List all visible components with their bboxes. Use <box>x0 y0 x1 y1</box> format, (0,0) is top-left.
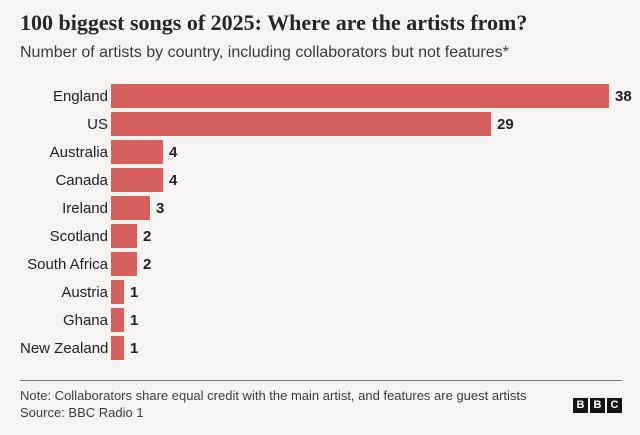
bar <box>111 336 124 361</box>
category-label: England <box>52 87 108 105</box>
category-label: Canada <box>55 171 108 189</box>
chart-row: Ireland 3 <box>20 196 620 221</box>
bar-track: 2 <box>111 224 620 249</box>
chart-row: Australia 4 <box>20 140 620 165</box>
bbc-logo-letter: B <box>590 397 605 413</box>
bar-track: 29 <box>111 112 620 137</box>
bar <box>111 196 150 221</box>
footer: Note: Collaborators share equal credit w… <box>20 380 622 421</box>
bar <box>111 112 491 137</box>
bar <box>111 224 137 249</box>
bar-track: 1 <box>111 336 620 361</box>
bar-track: 4 <box>111 140 620 165</box>
chart-row: Ghana 1 <box>20 308 620 333</box>
note-text: Note: Collaborators share equal credit w… <box>20 388 527 403</box>
chart-row: South Africa 2 <box>20 252 620 277</box>
value-label: 2 <box>143 255 152 273</box>
category-label: Ireland <box>62 199 108 217</box>
category-label: Scotland <box>49 227 108 245</box>
category-label: Australia <box>49 143 108 161</box>
chart-row: US 29 <box>20 112 620 137</box>
chart-title: 100 biggest songs of 2025: Where are the… <box>20 10 528 35</box>
category-label: New Zealand <box>20 339 109 357</box>
bar-track: 1 <box>111 280 620 305</box>
value-label: 29 <box>497 115 514 133</box>
value-label: 1 <box>130 311 139 329</box>
bar-track: 1 <box>111 308 620 333</box>
bar-track: 3 <box>111 196 620 221</box>
bar <box>111 84 609 109</box>
bbc-logo-letter: C <box>607 397 622 413</box>
value-label: 4 <box>169 143 178 161</box>
value-label: 3 <box>156 199 165 217</box>
bar-track: 2 <box>111 252 620 277</box>
bar <box>111 168 163 193</box>
bar <box>111 308 124 333</box>
bar-chart: England 38 US 29 Australia 4 Canada 4 Ireland 3 Sc… <box>20 84 632 361</box>
footer-notes: Note: Collaborators share equal credit w… <box>20 387 527 421</box>
value-label: 1 <box>130 339 139 357</box>
value-label: 4 <box>169 171 178 189</box>
value-label: 38 <box>615 87 632 105</box>
bar-track: 4 <box>111 168 620 193</box>
chart-row: Canada 4 <box>20 168 620 193</box>
source-text: Source: BBC Radio 1 <box>20 405 144 420</box>
bbc-logo-letter: B <box>573 397 588 413</box>
category-label: Austria <box>61 283 108 301</box>
bar <box>111 280 124 305</box>
chart-subtitle: Number of artists by country, including … <box>20 44 509 62</box>
category-label: South Africa <box>27 255 108 273</box>
bar <box>111 140 163 165</box>
bar-track: 38 <box>111 84 632 109</box>
chart-row: New Zealand 1 <box>20 336 620 361</box>
category-label: Ghana <box>62 311 108 329</box>
category-label: US <box>87 115 108 133</box>
bar <box>111 252 137 277</box>
chart-row: Austria 1 <box>20 280 620 305</box>
bbc-logo: B B C <box>573 397 622 413</box>
chart-row: England 38 <box>20 84 632 109</box>
value-label: 1 <box>130 283 139 301</box>
value-label: 2 <box>143 227 152 245</box>
chart-row: Scotland 2 <box>20 224 620 249</box>
